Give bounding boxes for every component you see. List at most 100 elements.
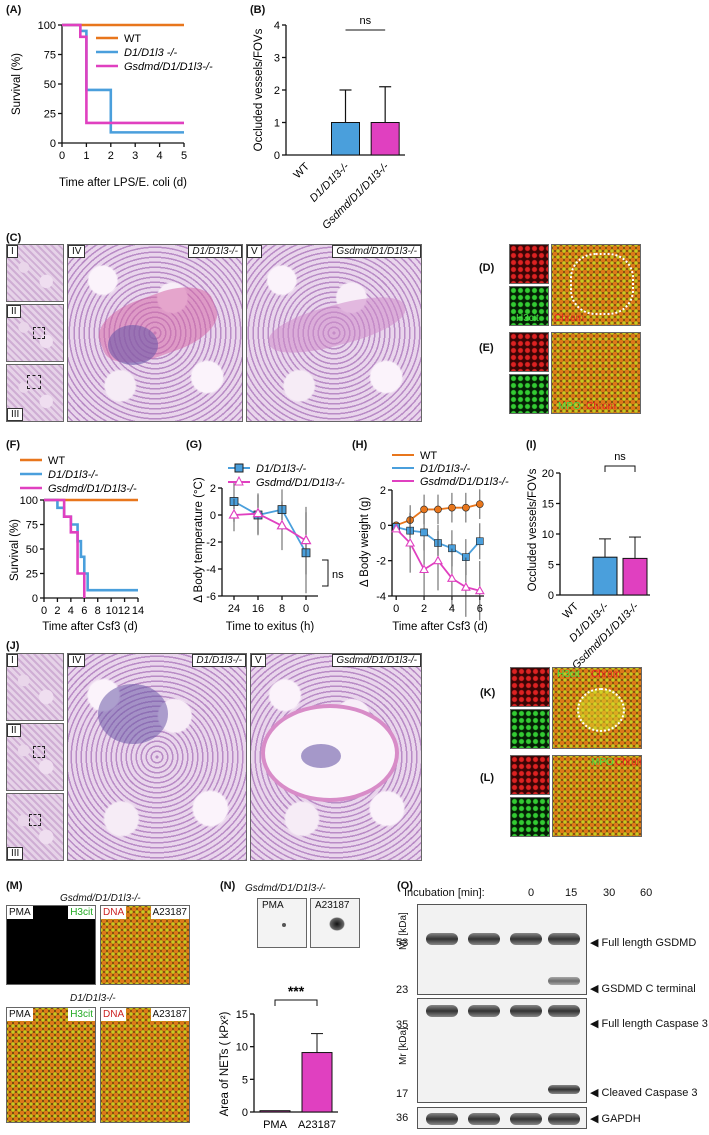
micrograph-n-a23187: A23187	[310, 898, 360, 948]
chart-h-point	[460, 582, 471, 591]
panel-label-c: (C)	[6, 232, 22, 244]
chart-h-legend-label: Gsdmd/D1/D1l3-/-	[420, 476, 509, 488]
chart-g-legend-marker	[234, 463, 244, 473]
chart-g-xlabel: Time to exitus (h)	[226, 621, 315, 633]
chart-g-ytick-label: -4	[206, 564, 216, 576]
condition-label: PMA	[7, 906, 33, 919]
panel-label-d: (D)	[479, 262, 495, 274]
chart-h-point	[462, 503, 470, 512]
chart-h-xtick-label: 0	[393, 603, 399, 615]
label-roman: II	[7, 305, 21, 318]
chart-h-ytick-label: 0	[380, 520, 386, 532]
chart-h-legend-label: D1/D1l3-/-	[420, 463, 470, 475]
chart-g-sig-label: ns	[332, 569, 344, 581]
mr-label-mid: Mr [kDa]	[398, 1027, 409, 1065]
condition-label: A23187	[150, 1008, 189, 1021]
chart-f-xtick-label: 2	[54, 605, 60, 617]
chart-h-point	[391, 523, 402, 533]
fluor-k-green	[510, 709, 550, 749]
panel-label-g: (G)	[186, 439, 202, 451]
blot-incubation-label: Incubation [min]:	[404, 887, 485, 899]
label-roman: III	[7, 847, 24, 860]
stain-label: Chrom	[586, 401, 617, 412]
chart-b-category-label: WT	[291, 160, 312, 181]
chart-g-line-D1/D1l3-/-	[233, 500, 307, 554]
stain-label: H3cit	[557, 669, 580, 680]
stain-label: DNA	[101, 1008, 127, 1021]
chart-f-xtick-label: 0	[41, 605, 47, 617]
condition-label: A23187	[150, 906, 189, 919]
chart-i-ytick-label: 15	[542, 499, 554, 511]
micrograph-n-pma: PMA	[257, 898, 307, 948]
chart-a-series-Gsdmd/D1/D1l3-/-	[62, 23, 184, 125]
chart-f-xtick-label: 1012	[106, 605, 130, 617]
chart-i-ytick-label: 20	[542, 468, 554, 480]
chart-f-ytick-label: 50	[26, 544, 38, 556]
chart-a-ylabel: Survival (%)	[11, 53, 23, 115]
chart-f-ylabel: Survival (%)	[9, 519, 21, 581]
chart-a-xtick-label: 3	[132, 150, 138, 162]
marker-17: 17	[396, 1088, 409, 1100]
panel-label-m: (M)	[6, 880, 23, 892]
chart-b-sig-label: ns	[360, 15, 372, 27]
label-roman: I	[7, 654, 18, 667]
band-text: Full length GSDMD	[601, 937, 697, 949]
chart-f-legend-label: WT	[48, 455, 65, 467]
micrograph-c-i: I	[6, 244, 64, 302]
chart-h-point	[476, 500, 484, 508]
chart-g-legend-label: D1/D1l3-/-	[256, 463, 306, 475]
chart-a-legend-label: WT	[124, 33, 141, 45]
micrograph-j-ii: II	[6, 723, 64, 791]
chart-f-xtick-label: 6	[81, 605, 87, 617]
chart-g-xtick-label: 8	[279, 603, 285, 615]
panel-label-o: (O)	[397, 880, 413, 892]
panel-label-i: (I)	[526, 439, 537, 451]
panel-label-h: (H)	[352, 439, 368, 451]
panel-label-b: (B)	[250, 4, 266, 16]
marker-23: 23	[396, 984, 409, 996]
fluor-e-red	[509, 332, 549, 372]
chart-i-bar	[622, 557, 648, 596]
chart-n-category-label: PMA	[263, 1119, 288, 1131]
chart-f-xtick-label: 4	[68, 605, 74, 617]
chart-h-point	[434, 505, 442, 514]
chart-b-bar	[370, 122, 400, 156]
chart-f-ytick-label: 25	[26, 569, 38, 581]
label-roman: IV	[68, 245, 86, 258]
chart-g-sig-bracket	[322, 559, 329, 587]
chart-h-xtick-label: 2	[421, 603, 427, 615]
chart-f-ytick-label: 100	[20, 495, 38, 507]
fluor-e-merge: MPO Chrom	[551, 332, 641, 414]
band-text: GAPDH	[601, 1113, 641, 1125]
chart-h-ylabel: Δ Body weight (g)	[359, 497, 371, 587]
fluor-e-green	[509, 374, 549, 414]
micrograph-j-iii: III	[6, 793, 64, 861]
chart-i-ylabel: Occluded vessels/FOVs	[527, 468, 539, 591]
label-roman: V	[251, 654, 266, 667]
chart-n-sig-bracket	[274, 999, 318, 1006]
chart-i-ytick-label: 5	[548, 560, 554, 572]
blot-time-60: 60	[640, 887, 653, 899]
chart-f-series-Gsdmd/D1/D1l3-/-	[44, 498, 86, 598]
chart-g-ytick-label: 0	[210, 510, 216, 522]
genotype-label: D1/D1l3-/-	[192, 654, 246, 667]
band-label-casp3-full: ◀ Full length Caspase 3	[590, 1018, 708, 1030]
micrograph-m-d1-pma: PMA H3cit	[6, 1007, 96, 1123]
stain-label: MPO	[591, 757, 614, 768]
chart-g-legend-label: Gsdmd/D1/D1l3-/-	[256, 477, 345, 489]
chart-b-ytick-label: 4	[274, 20, 280, 32]
chart-i-sig-bracket	[604, 465, 636, 472]
fluor-l-green	[510, 797, 550, 837]
panel-label-j: (J)	[6, 640, 20, 652]
genotype-label: Gsdmd/D1/D1l3-/-	[332, 654, 421, 667]
chart-a-ytick-label: 50	[44, 79, 56, 91]
chart-a-ytick-label: 25	[44, 109, 56, 121]
chart-h-ytick-label: -4	[376, 591, 386, 603]
chart-f-series-D1/D1l3-/-	[44, 498, 138, 592]
chart-g-line-Gsdmd/D1/D1l3-/-	[233, 512, 307, 542]
condition-label: PMA	[262, 900, 284, 911]
band-text: Full length Caspase 3	[601, 1018, 708, 1030]
chart-g-ytick-label: 2	[210, 483, 216, 495]
